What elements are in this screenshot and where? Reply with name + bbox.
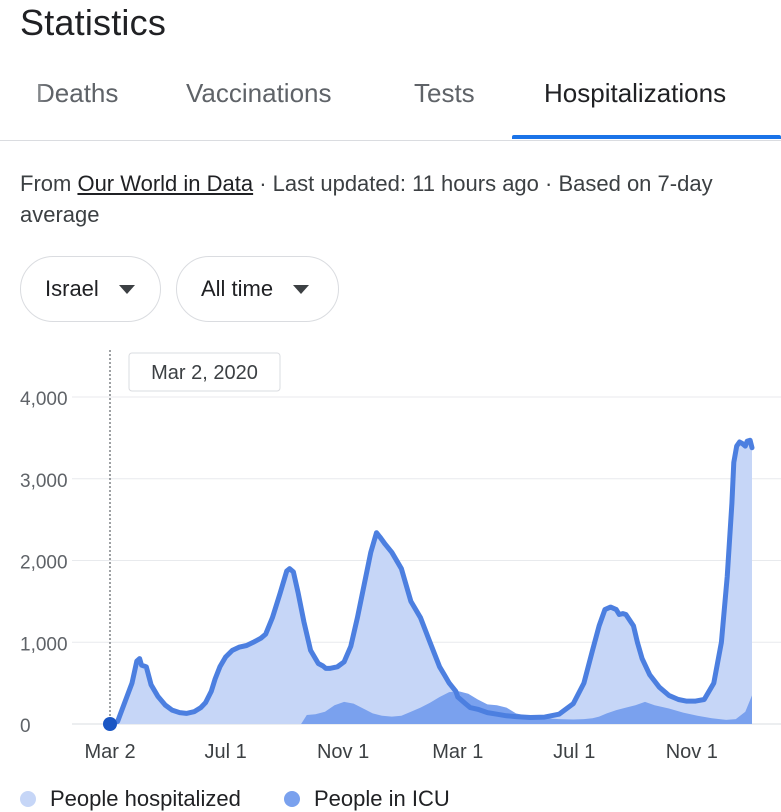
location-dropdown[interactable]: Israel (20, 256, 161, 322)
source-link[interactable]: Our World in Data (77, 171, 254, 196)
x-tick-label: Jul 1 (553, 741, 595, 763)
y-tick-label: 2,000 (20, 553, 68, 574)
x-tick-label: Mar 1 (432, 741, 483, 763)
tab-bar: Deaths Vaccinations Tests Hospitalizatio… (0, 62, 781, 141)
location-label: Israel (45, 276, 99, 301)
time-range-label: All time (201, 276, 274, 301)
tab-vaccinations[interactable]: Vaccinations (186, 78, 332, 108)
cursor-marker (103, 717, 117, 731)
tooltip-date: Mar 2, 2020 (151, 362, 258, 384)
tab-tests[interactable]: Tests (414, 78, 475, 108)
y-tick-label: 4,000 (20, 389, 68, 410)
legend-label: People in ICU (314, 786, 450, 811)
line-people-hospitalized (107, 437, 755, 727)
legend-label: People hospitalized (50, 786, 241, 811)
x-tick-label: Mar 2 (84, 741, 135, 763)
source-suffix: · Last updated: 11 hours ago · Based on … (20, 171, 713, 227)
y-tick-label: 0 (20, 716, 31, 737)
area-people-hospitalized (110, 440, 752, 724)
chevron-down-icon (293, 284, 310, 294)
hospitalizations-chart[interactable]: 4,000 3,000 2,000 1,000 0 Mar 2 Jul 1 Nov 1 Mar … (0, 340, 781, 770)
x-tick-label: Jul 1 (204, 741, 246, 763)
time-range-dropdown[interactable]: All time (176, 256, 339, 322)
active-tab-indicator (512, 135, 781, 139)
tab-hospitalizations[interactable]: Hospitalizations (544, 78, 727, 108)
area-people-in-icu (301, 691, 752, 724)
legend-item-hospitalized: People hospitalized (20, 786, 241, 812)
tooltip-box (128, 352, 281, 392)
x-tick-label: Nov 1 (666, 741, 718, 763)
chevron-down-icon (118, 284, 135, 294)
page-title: Statistics (20, 2, 167, 43)
x-tick-label: Nov 1 (317, 741, 369, 763)
source-info: From Our World in Data · Last updated: 1… (20, 168, 760, 230)
legend-swatch-icu (284, 791, 300, 807)
y-tick-label: 1,000 (20, 634, 68, 655)
y-tick-label: 3,000 (20, 471, 68, 492)
legend-item-icu: People in ICU (284, 786, 450, 812)
tab-deaths[interactable]: Deaths (36, 78, 119, 108)
source-prefix: From (20, 171, 78, 196)
legend-swatch-hospitalized (20, 791, 36, 807)
